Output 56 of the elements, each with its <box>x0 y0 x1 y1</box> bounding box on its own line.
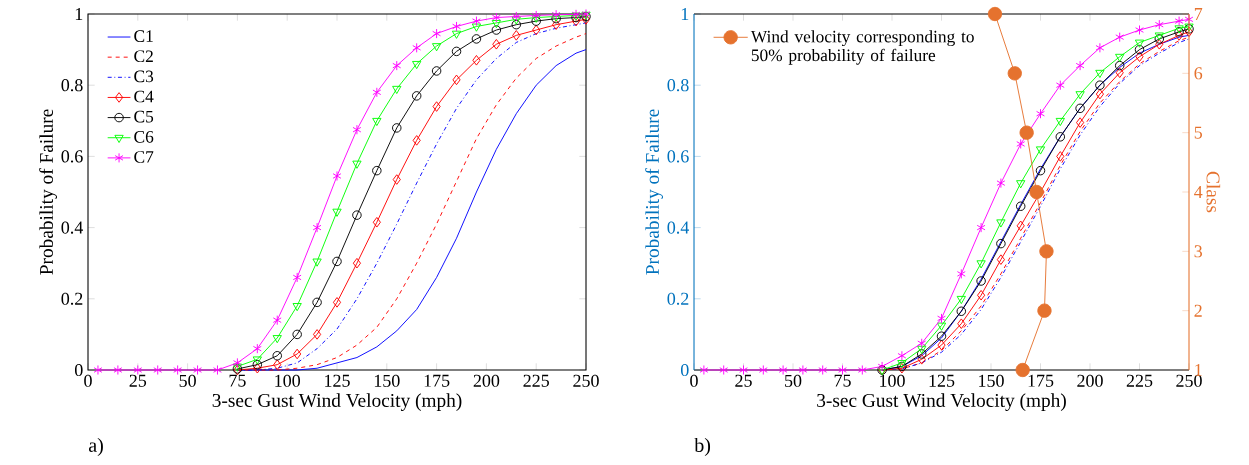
x-tick-label: 200 <box>1077 374 1103 387</box>
x-tick-label: 150 <box>979 374 1004 387</box>
x-tick-label: 125 <box>929 374 955 387</box>
x-tick-label: 175 <box>424 374 450 387</box>
x-tick-label: 0 <box>84 374 92 387</box>
y2-tick-label: 7 <box>1194 8 1203 20</box>
y-tick-label: 0.8 <box>667 79 689 92</box>
legend-label: C6 <box>134 130 154 143</box>
x-tick-label: 175 <box>1028 374 1054 387</box>
y-tick-label: 0.6 <box>61 150 83 163</box>
y2-tick-label: 4 <box>1194 186 1203 198</box>
legend-label: C1 <box>134 30 153 42</box>
y2-tick-label: 1 <box>1195 364 1202 376</box>
x-tick-label: 250 <box>573 374 599 387</box>
y-axis-title: Probability of Failure <box>39 109 57 275</box>
y-axis-title: Probability of Failure <box>645 109 663 275</box>
y-tick-label: 0 <box>680 363 689 377</box>
x-tick-label: 225 <box>1126 374 1153 387</box>
y2-tick-label: 5 <box>1194 126 1203 139</box>
x-tick-label: 75 <box>229 374 246 387</box>
y-tick-label: 1 <box>75 8 83 20</box>
legend-label: C2 <box>134 50 153 63</box>
y-tick-label: 0 <box>74 363 83 377</box>
x-tick-label: 50 <box>179 374 196 387</box>
x-tick-label: 200 <box>473 374 500 387</box>
y-tick-label: 0.2 <box>61 292 83 305</box>
y2-tick-label: 2 <box>1194 304 1202 317</box>
x-tick-label: 125 <box>325 374 350 387</box>
x-axis-title: 3-sec Gust Wind Velocity (mph) <box>212 393 462 411</box>
x-tick-label: 250 <box>1176 374 1202 387</box>
legend-label: Wind velocity corresponding to 50% probability of failure <box>750 30 974 65</box>
x-tick-label: 100 <box>880 374 905 387</box>
x-tick-label: 25 <box>129 374 147 387</box>
legend-label: C3 <box>134 70 154 83</box>
x-tick-label: 100 <box>275 374 301 387</box>
y2-tick-label: 3 <box>1194 245 1203 258</box>
y2-tick-label: 6 <box>1194 67 1203 80</box>
y-tick-label: 0.6 <box>667 150 689 163</box>
x-tick-label: 50 <box>785 374 802 387</box>
x-tick-label: 25 <box>735 374 752 387</box>
y-tick-label: 0.4 <box>667 221 690 234</box>
x-tick-label: 0 <box>690 374 698 387</box>
y-tick-label: 0.2 <box>667 292 689 305</box>
y-tick-label: 0.8 <box>61 79 83 92</box>
legend-label: C5 <box>134 110 154 123</box>
text: a) <box>88 437 103 457</box>
text: b) <box>694 437 711 457</box>
x-tick-label: 75 <box>834 374 851 387</box>
y2-axis-title: Class <box>1206 171 1221 213</box>
legend-label: C4 <box>134 90 154 103</box>
legend-label: C7 <box>134 151 154 163</box>
x-axis-title: 3-sec Gust Wind Velocity (mph) <box>817 393 1066 411</box>
y-tick-label: 1 <box>681 8 689 20</box>
y-tick-label: 0.4 <box>61 221 84 234</box>
x-tick-label: 150 <box>374 374 400 387</box>
x-tick-label: 225 <box>523 374 549 387</box>
